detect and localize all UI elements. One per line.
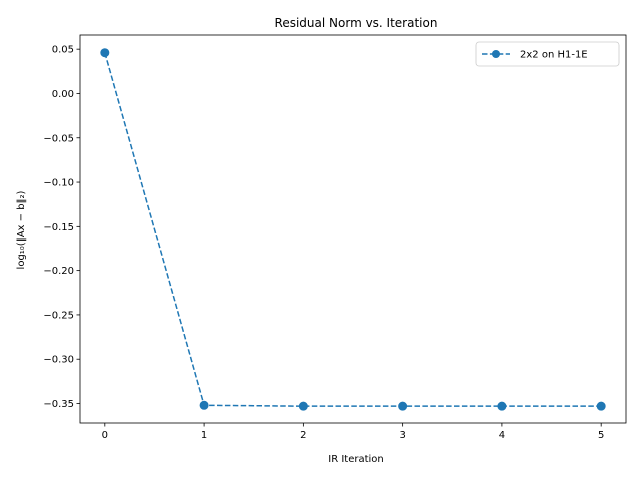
x-axis-label: IR Iteration: [328, 454, 384, 465]
y-tick-label: 0.05: [52, 45, 74, 56]
y-tick-label: 0.00: [52, 89, 74, 100]
plot-area: [79, 34, 627, 424]
y-tick-label: −0.15: [43, 222, 74, 233]
x-axis-ticks: 0 1 2 3 4 5: [102, 423, 604, 441]
x-tick-label: 4: [499, 430, 505, 441]
data-point: [398, 401, 408, 411]
y-tick-label: −0.05: [43, 133, 74, 144]
y-tick-label: −0.25: [43, 310, 74, 321]
y-tick-label: −0.30: [43, 355, 74, 366]
data-point: [100, 48, 110, 58]
x-tick-label: 2: [300, 430, 306, 441]
y-axis-label: log₁₀(‖Ax − b‖₂): [16, 190, 27, 269]
series-layer: [100, 48, 606, 411]
y-tick-label: −0.20: [43, 266, 74, 277]
data-point: [497, 401, 507, 411]
x-tick-label: 5: [598, 430, 604, 441]
data-point: [596, 401, 606, 411]
x-tick-label: 0: [102, 430, 108, 441]
legend-label: 2x2 on H1-1E: [520, 50, 588, 61]
x-tick-label: 3: [399, 430, 405, 441]
legend: 2x2 on H1-1E: [475, 41, 620, 67]
y-axis-ticks: 0.05 0.00 −0.05 −0.10 −0.15 −0.20 −0.25 −0.30 −0…: [43, 45, 80, 410]
x-tick-label: 1: [201, 430, 207, 441]
y-tick-label: −0.10: [43, 178, 74, 189]
series-line: [104, 52, 602, 407]
data-point: [298, 401, 308, 411]
chart-title: Residual Norm vs. Iteration: [275, 16, 438, 30]
data-point: [199, 400, 209, 410]
legend-box: [475, 41, 620, 67]
legend-marker-swatch: [492, 50, 500, 58]
axes-frame: [79, 34, 627, 424]
y-tick-label: −0.35: [43, 399, 74, 410]
